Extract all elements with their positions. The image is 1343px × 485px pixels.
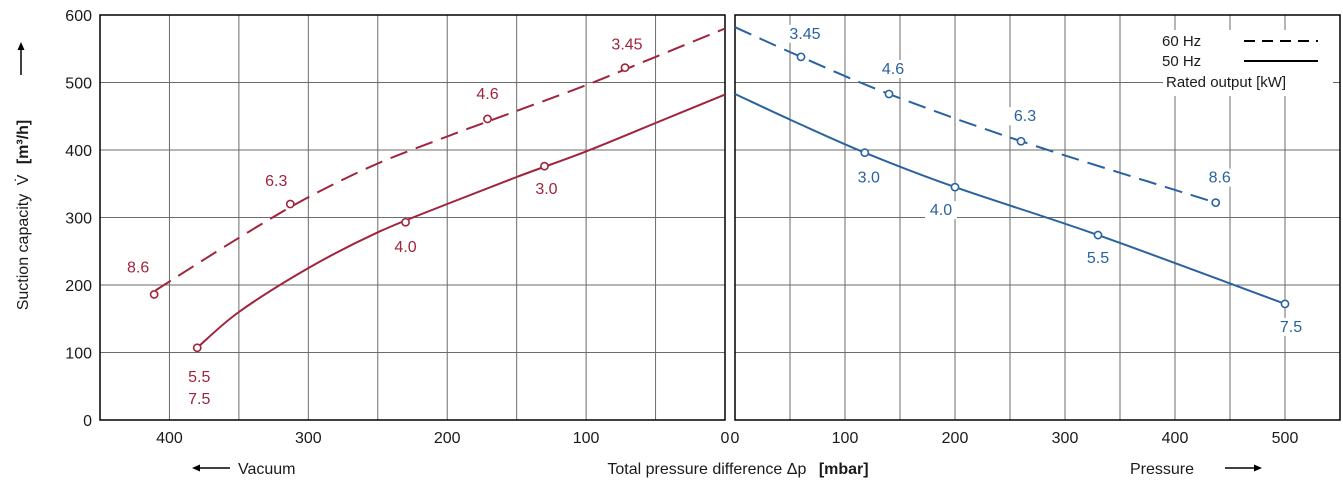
rated-output-label: 6.3 bbox=[1014, 108, 1036, 125]
rated-output-label: 3.0 bbox=[535, 181, 557, 198]
pressure-label: Pressure bbox=[1130, 461, 1194, 478]
y-axis-unit: [m³/h] bbox=[15, 120, 32, 164]
point-label-bg bbox=[1082, 249, 1114, 268]
rated-output-label: 3.45 bbox=[789, 26, 820, 43]
pressure-panel-frame bbox=[734, 14, 1341, 421]
y-tick-label: 100 bbox=[65, 346, 92, 363]
series bbox=[149, 26, 1290, 353]
rated-output-label: 5.5 bbox=[1087, 250, 1109, 267]
x-tick-label: 400 bbox=[1162, 430, 1189, 447]
data-point bbox=[540, 161, 549, 171]
y-tick-label: 400 bbox=[65, 143, 92, 160]
data-point bbox=[149, 290, 159, 299]
rated-output-label: 7.5 bbox=[188, 391, 210, 408]
data-point bbox=[285, 199, 295, 209]
point-label-bg bbox=[260, 172, 293, 190]
x-tick-label: 100 bbox=[573, 430, 600, 447]
vacuum-50hz-line bbox=[196, 93, 726, 349]
point-label-bg bbox=[389, 238, 422, 257]
rated-output-label: 4.0 bbox=[930, 202, 952, 219]
point-label-bg bbox=[1275, 317, 1307, 336]
data-point bbox=[1016, 136, 1026, 146]
point-label-bg bbox=[183, 367, 216, 386]
point-label-bg bbox=[530, 180, 563, 199]
rated-output-label: 4.6 bbox=[476, 86, 498, 103]
rated-output-label: 5.5 bbox=[188, 369, 210, 386]
data-point bbox=[796, 52, 806, 62]
x-axis-label: Total pressure difference Δp bbox=[607, 461, 806, 478]
point-label-bg bbox=[925, 201, 957, 220]
data-point bbox=[483, 114, 492, 124]
y-tick-label: 200 bbox=[65, 278, 92, 295]
point-label-bg bbox=[471, 84, 504, 103]
rated-output-label: 8.6 bbox=[127, 259, 149, 276]
vacuum-panel-frame bbox=[99, 14, 726, 421]
x-tick-labels: 400 300 200 100 0 0 100 200 300 400 500 bbox=[156, 430, 1298, 447]
y-axis-label: Suction capacity bbox=[15, 194, 32, 311]
svg-text:Suction capacity V̇: Suction capacity V̇ [m³/h] bbox=[14, 120, 32, 311]
legend-item-rated-output: Rated output [kW] bbox=[1166, 74, 1286, 91]
rated-output-label: 4.6 bbox=[882, 61, 904, 78]
x-tick-label: 500 bbox=[1272, 430, 1299, 447]
legend-item-50hz: 50 Hz bbox=[1162, 53, 1201, 70]
legend-item-60hz: 60 Hz bbox=[1162, 33, 1201, 50]
y-tick-label: 0 bbox=[83, 413, 92, 430]
x-tick-label: 200 bbox=[942, 430, 969, 447]
data-point bbox=[1093, 230, 1103, 240]
data-point bbox=[401, 217, 410, 227]
x-tick-label: 400 bbox=[156, 430, 183, 447]
rated-output-label: 3.0 bbox=[858, 170, 880, 187]
data-point bbox=[620, 63, 630, 73]
plot-frames bbox=[99, 14, 1341, 421]
rated-output-label: 8.6 bbox=[1209, 170, 1231, 187]
rated-output-label: 4.0 bbox=[394, 239, 416, 256]
x-tick-label: 200 bbox=[434, 430, 461, 447]
x-axis-unit: [mbar] bbox=[819, 461, 869, 478]
x-tick-label: 100 bbox=[832, 430, 859, 447]
data-point bbox=[1211, 198, 1221, 208]
data-point bbox=[884, 89, 894, 99]
data-point bbox=[860, 148, 870, 158]
x-tick-label: 300 bbox=[295, 430, 322, 447]
x-tick-label: 0 bbox=[731, 430, 740, 447]
pressure-arrow-icon bbox=[1225, 464, 1262, 472]
y-tick-label: 500 bbox=[65, 76, 92, 93]
y-axis-title: Suction capacity V̇ [m³/h] bbox=[14, 120, 32, 311]
y-tick-label: 300 bbox=[65, 211, 92, 228]
vacuum-label: Vacuum bbox=[238, 461, 296, 478]
point-labels: 8.6 6.3 4.6 3.45 5.5 7.5 4.0 3.0 3.45 4.6 6.3 8.6 3.… bbox=[122, 24, 1307, 408]
data-point bbox=[1280, 299, 1290, 309]
x-tick-label: 0 bbox=[721, 430, 730, 447]
vacuum-arrow-icon bbox=[192, 464, 230, 472]
rated-output-label: 3.45 bbox=[611, 37, 642, 54]
vacuum-60hz-line bbox=[155, 27, 726, 292]
data-point bbox=[192, 343, 202, 353]
y-axis-symbol: V̇ bbox=[14, 174, 32, 185]
x-axis-title: Total pressure difference Δp [mbar] bbox=[607, 461, 868, 478]
rated-output-label: 7.5 bbox=[1280, 319, 1302, 336]
x-tick-label: 300 bbox=[1052, 430, 1079, 447]
grid bbox=[99, 14, 1341, 421]
point-label-bg bbox=[1009, 107, 1041, 126]
data-point bbox=[950, 182, 960, 192]
point-label-bg bbox=[1203, 168, 1236, 187]
point-label-bg bbox=[852, 168, 885, 187]
legend: 60 Hz 50 Hz Rated output [kW] bbox=[1162, 30, 1333, 96]
y-axis-arrow-icon bbox=[17, 42, 25, 75]
y-tick-labels: 0 100 200 300 400 500 600 bbox=[65, 8, 92, 430]
point-label-bg bbox=[877, 59, 909, 78]
point-label-bg bbox=[122, 258, 155, 277]
rated-output-label: 6.3 bbox=[265, 173, 287, 190]
pressure-60hz-line bbox=[734, 26, 1217, 204]
point-label-bg bbox=[611, 35, 643, 54]
y-tick-label: 600 bbox=[65, 8, 92, 25]
point-label-bg bbox=[789, 24, 821, 43]
